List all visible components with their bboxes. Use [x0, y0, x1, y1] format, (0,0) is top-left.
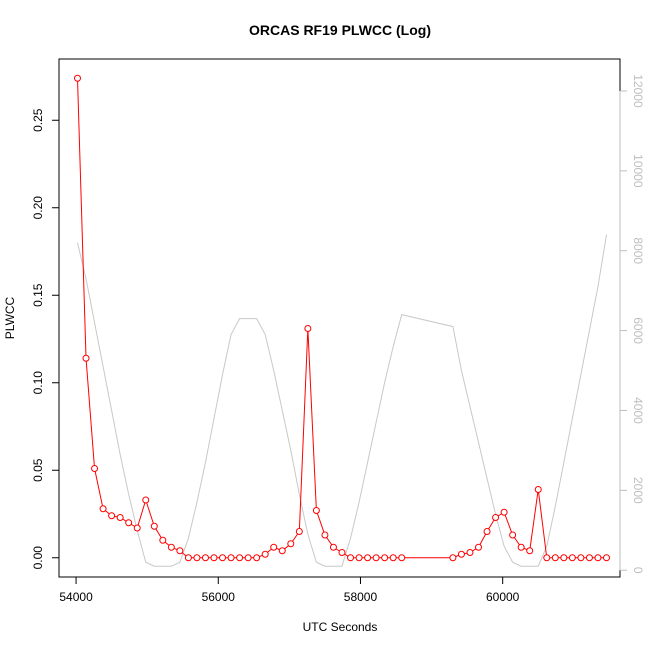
- right-tick-label: 8000: [631, 237, 645, 264]
- data-point: [99, 505, 107, 513]
- data-point: [475, 543, 483, 551]
- data-point: [227, 554, 235, 562]
- bottom-tick-label: 56000: [202, 590, 236, 604]
- data-point: [159, 536, 167, 544]
- data-point: [210, 554, 218, 562]
- data-point: [321, 531, 329, 539]
- x-axis-label: UTC Seconds: [303, 620, 378, 634]
- data-point: [329, 543, 337, 551]
- data-point: [347, 554, 355, 562]
- data-point: [244, 554, 252, 562]
- data-point: [304, 325, 312, 332]
- right-tick-label: 10000: [631, 154, 645, 188]
- left-tick-label: 0.00: [31, 546, 45, 570]
- bottom-axis: 54000 56000 58000 60000: [59, 576, 520, 604]
- data-point: [483, 528, 491, 535]
- data-point: [73, 74, 81, 82]
- secondary-series-line: [77, 234, 607, 567]
- data-point: [338, 549, 346, 556]
- data-point: [568, 554, 576, 562]
- data-point: [381, 554, 389, 562]
- left-tick-label: 0.20: [31, 196, 45, 220]
- y-axis-label: PLWCC: [3, 296, 17, 339]
- bottom-tick-label: 58000: [344, 590, 378, 604]
- data-point: [167, 543, 175, 551]
- data-point: [133, 524, 141, 532]
- data-point: [193, 554, 201, 562]
- data-point: [142, 496, 150, 504]
- data-point: [577, 554, 585, 562]
- data-point: [236, 554, 244, 562]
- data-point: [219, 554, 227, 562]
- data-point: [594, 554, 602, 562]
- data-point: [150, 522, 158, 530]
- data-point: [108, 512, 116, 520]
- data-point: [91, 465, 99, 472]
- data-point: [517, 543, 525, 551]
- data-point: [449, 554, 457, 562]
- data-point: [543, 554, 551, 562]
- data-point: [364, 554, 372, 562]
- data-point: [287, 540, 295, 548]
- data-point: [466, 549, 474, 556]
- right-tick-label: 4000: [631, 397, 645, 424]
- data-point: [602, 554, 610, 562]
- data-point: [389, 554, 397, 562]
- data-point: [82, 354, 90, 362]
- data-point: [492, 514, 500, 521]
- right-tick-label: 6000: [631, 317, 645, 344]
- data-point: [278, 547, 286, 555]
- data-point: [125, 519, 133, 527]
- data-point: [509, 531, 517, 539]
- data-point: [551, 554, 559, 562]
- left-axis: 0.00 0.05 0.10 0.15 0.20 0.25: [31, 108, 60, 570]
- right-tick-label: 12000: [631, 74, 645, 108]
- left-tick-label: 0.25: [31, 108, 45, 132]
- data-point: [312, 507, 320, 514]
- data-point: [500, 508, 508, 516]
- chart-title: ORCAS RF19 PLWCC (Log): [249, 22, 431, 38]
- data-point: [295, 528, 303, 535]
- data-point: [355, 554, 363, 562]
- bottom-tick-label: 60000: [486, 590, 520, 604]
- left-tick-label: 0.10: [31, 371, 45, 395]
- data-point: [176, 547, 184, 555]
- right-tick-label: 2000: [631, 477, 645, 504]
- data-point: [261, 550, 269, 558]
- data-point: [201, 554, 209, 562]
- data-point: [398, 554, 406, 562]
- data-point: [585, 554, 593, 562]
- data-point: [372, 554, 380, 562]
- data-point: [116, 514, 124, 521]
- data-point: [253, 554, 261, 562]
- data-point: [457, 550, 465, 558]
- primary-series-line: [76, 78, 607, 559]
- right-tick-label: 0: [631, 567, 645, 574]
- bottom-tick-label: 54000: [59, 590, 93, 604]
- data-point: [526, 547, 534, 555]
- data-point: [184, 554, 192, 562]
- data-point: [270, 543, 278, 551]
- left-tick-label: 0.15: [31, 283, 45, 307]
- data-point: [560, 554, 568, 562]
- left-tick-label: 0.05: [31, 458, 45, 482]
- data-point: [534, 486, 542, 493]
- right-axis: 0 2000 4000 6000 8000 10000 12000: [619, 74, 645, 574]
- series-layer: [73, 74, 610, 567]
